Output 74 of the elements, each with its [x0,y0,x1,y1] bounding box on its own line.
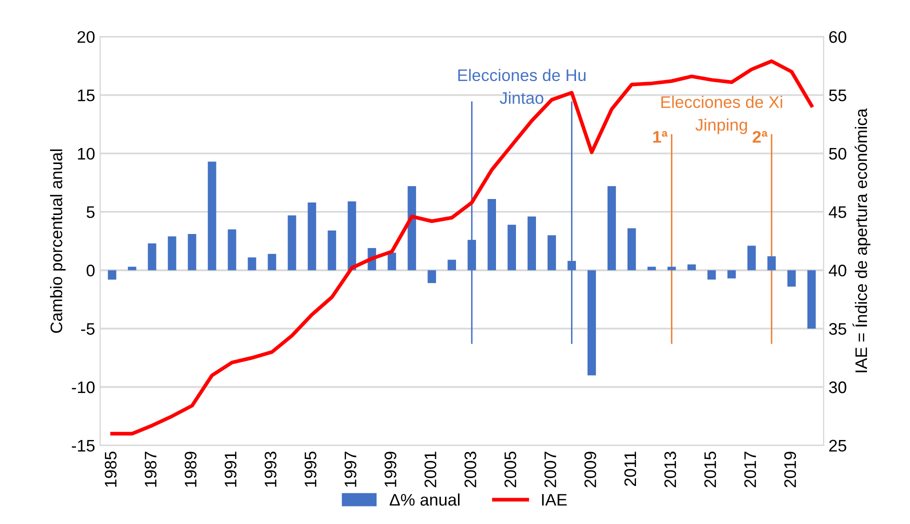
bar [747,246,756,270]
x-tick-label: 1987 [144,452,157,487]
x-tick-label: 1997 [344,452,356,487]
x-tick-label: 1993 [264,452,276,487]
bar [248,257,256,270]
x-tick-label: 1999 [384,452,396,487]
x-tick-label: 2009 [584,452,596,488]
bar [787,270,796,287]
bar [448,260,456,270]
y2-tick-label: 60 [829,31,846,43]
bar [667,266,676,270]
x-tick-label: 2013 [664,452,676,488]
bar [727,270,736,278]
y2-tick-label: 30 [829,381,846,394]
y2-tick-label: 40 [828,264,846,276]
bar [508,224,516,270]
y-tick-label: -15 [72,440,95,452]
x-tick-label: 1989 [184,452,197,487]
x-tick-label: 2017 [744,452,756,488]
bar [608,186,616,270]
y-tick-label: -5 [81,323,95,335]
bar [128,266,136,270]
bar [308,202,316,270]
x-tick-label: 1991 [224,452,236,487]
text: 2ª [752,130,768,143]
annotation: Elecciones de Hu Jintao [458,68,586,104]
y-tick-label: 5 [86,206,95,218]
y-tick-label: 10 [78,148,95,160]
bar [108,270,116,280]
y2-tick-label: 50 [829,148,846,160]
bar [548,235,556,270]
bar [408,186,416,270]
bar [168,236,176,270]
legend-label: Δ% anual [390,493,460,506]
y-tick-label: 0 [86,264,95,276]
legend-label: IAE [542,494,567,506]
y2-tick-label: 45 [828,206,846,218]
bar [807,270,816,329]
y2-tick-label: 35 [829,323,846,335]
bar [628,228,636,270]
bar [428,270,436,284]
bar [208,162,216,270]
bar [148,243,156,270]
x-tick-label: 2007 [544,452,556,488]
bar [687,264,696,270]
y2-tick-label: 55 [829,90,846,102]
bar [528,216,536,270]
bar [488,199,496,270]
x-tick-label: 1995 [304,452,316,487]
bar [647,266,656,270]
y-tick-label: 20 [78,31,95,43]
y-tick-label: 15 [78,90,95,102]
line-series [110,59,814,436]
bar [348,201,356,270]
bar [268,254,276,270]
x-tick-label: 2005 [504,452,516,488]
bar [767,256,776,270]
x-tick-label: 2011 [624,452,636,486]
y-axis-title: Cambio porcentual anual [50,149,66,333]
bar [388,252,396,270]
bar [328,230,336,270]
x-tick-label: 2003 [464,452,476,488]
bar [588,270,596,376]
y2-tick-label: 25 [829,440,846,452]
y-tick-label: -10 [72,381,95,394]
x-tick-label: 2001 [424,452,436,488]
bar [288,215,296,270]
bar [188,234,196,270]
bar [228,229,236,270]
x-tick-label: 1985 [104,452,117,487]
bar [707,270,716,280]
x-tick-label: 2015 [704,452,716,488]
y2-axis-title: IAE = Índice de apertura económica [852,108,870,372]
x-tick-label: 2019 [784,452,796,488]
